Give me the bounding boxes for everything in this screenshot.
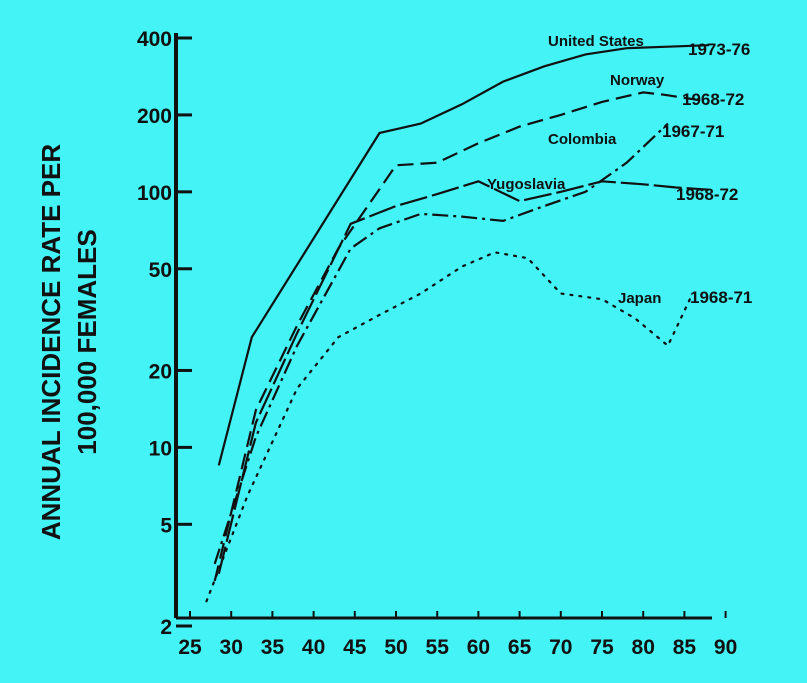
series-line-norway	[213, 91, 702, 582]
x-ticks: 25 30 35 40 45 50 55 60 65 70 75 80 85 90	[178, 611, 737, 659]
x-tick-label: 30	[220, 636, 243, 659]
y-tick-label: 10	[149, 437, 172, 460]
series-period-norway: 1968-72	[682, 90, 744, 109]
x-tick-label: 90	[714, 636, 737, 659]
y-tick-label: 5	[160, 514, 172, 537]
y-axis-label-line2: 100,000 FEMALES	[72, 229, 102, 454]
x-tick-label: 70	[549, 636, 572, 659]
x-tick-label: 35	[261, 636, 285, 659]
x-tick-label: 40	[302, 636, 325, 659]
y-tick-label: 200	[137, 105, 172, 128]
y-tick-label: 2	[160, 616, 172, 639]
series-label-united-states: United States	[548, 33, 644, 50]
series-label-norway: Norway	[610, 72, 665, 89]
series-period-japan: 1968-71	[690, 288, 752, 307]
y-tick-label: 100	[137, 182, 172, 205]
y-axis-label-line1: ANNUAL INCIDENCE RATE PER	[36, 144, 66, 541]
series-label-colombia: Colombia	[548, 131, 617, 148]
x-tick-label: 65	[508, 636, 532, 659]
y-axis-label: ANNUAL INCIDENCE RATE PER 100,000 FEMALE…	[36, 144, 102, 541]
x-tick-label: 45	[343, 636, 367, 659]
x-tick-label: 85	[673, 636, 697, 659]
x-tick-label: 55	[426, 636, 450, 659]
series-period-united-states: 1973-76	[688, 40, 750, 59]
series-line-japan	[205, 251, 694, 603]
series-label-japan: Japan	[618, 290, 661, 307]
series-labels: United States 1973-76 Norway 1968-72 Colombi…	[487, 33, 752, 307]
y-tick-label: 20	[149, 360, 172, 383]
x-tick-label: 80	[632, 636, 655, 659]
y-ticks: 2 5 10 20 50 100 200 400	[137, 28, 192, 639]
series-label-yugoslavia: Yugoslavia	[487, 176, 566, 193]
x-tick-label: 25	[178, 636, 202, 659]
series-line-colombia	[213, 122, 669, 565]
y-tick-label: 400	[137, 28, 172, 51]
series-period-yugoslavia: 1968-72	[676, 185, 738, 204]
series-lines	[205, 44, 710, 603]
x-tick-label: 50	[384, 636, 407, 659]
y-tick-label: 50	[149, 259, 172, 282]
series-line-united-states	[217, 44, 710, 466]
x-tick-label: 75	[590, 636, 614, 659]
series-line-yugoslavia	[217, 180, 710, 575]
x-tick-label: 60	[467, 636, 490, 659]
series-period-colombia: 1967-71	[662, 122, 724, 141]
